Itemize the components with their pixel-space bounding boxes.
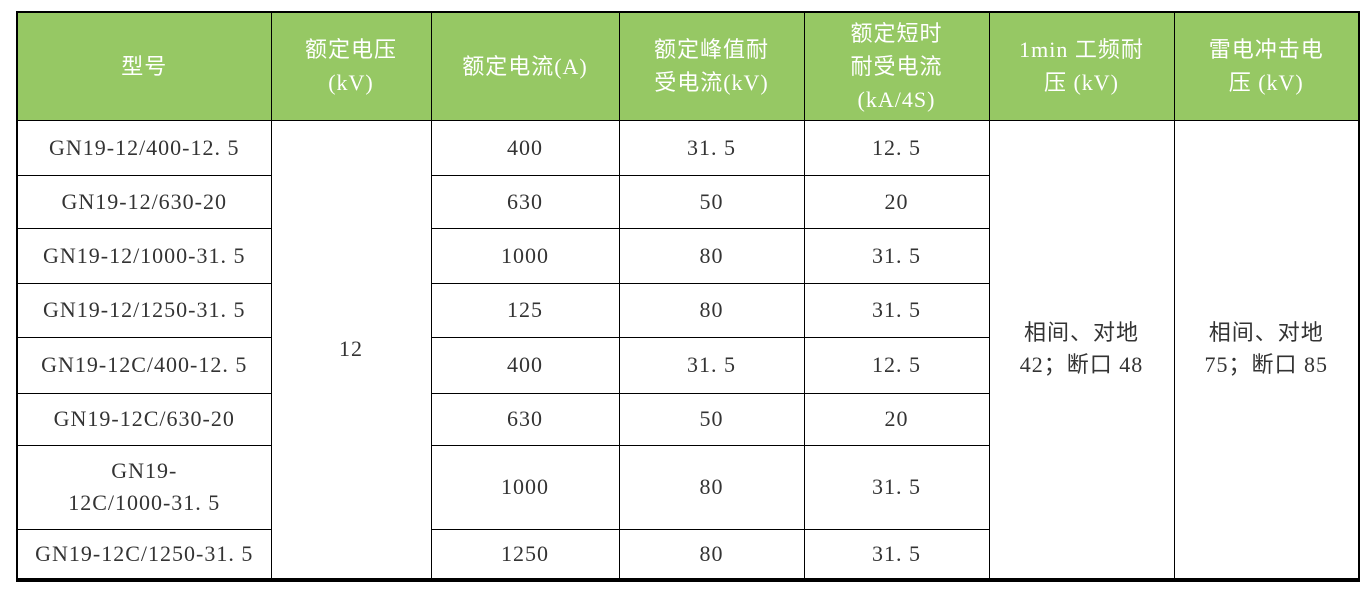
table-row: GN19-12/630-20 630 50 20 [16, 174, 1359, 229]
peak-current-cell: 50 [618, 174, 805, 229]
table-row: GN19-12/1000-31. 5 1000 80 31. 5 [16, 227, 1359, 284]
short-time-current-cell: 20 [803, 392, 990, 446]
current-cell: 400 [430, 336, 620, 394]
header-peak-withstand-current: 额定峰值耐 受电流(kV) [618, 11, 805, 121]
spec-table-container: 型号 额定电压 (kV) 额定电流(A) 额定峰值耐 受电流(kV) 额定短时 … [16, 11, 1360, 582]
header-short-time-withstand-current: 额定短时 耐受电流 (kA/4S) [803, 11, 990, 121]
table-row: GN19-12C/630-20 630 50 20 [16, 392, 1359, 446]
table-row: GN19-12/1250-31. 5 125 80 31. 5 [16, 282, 1359, 338]
model-cell: GN19-12C/400-12. 5 [16, 336, 272, 394]
peak-current-cell: 80 [618, 444, 805, 530]
short-time-current-cell: 31. 5 [803, 282, 990, 338]
power-frequency-withstand-cell: 相间、对地 42；断口 48 [988, 119, 1175, 581]
table-row: GN19-12C/400-12. 5 400 31. 5 12. 5 [16, 336, 1359, 394]
model-cell: GN19-12/1000-31. 5 [16, 227, 272, 284]
header-model: 型号 [16, 11, 272, 121]
header-rated-current: 额定电流(A) [430, 11, 620, 121]
header-power-frequency-withstand-voltage: 1min 工频耐 压 (kV) [988, 11, 1175, 121]
model-cell: GN19-12/630-20 [16, 174, 272, 229]
header-row: 型号 额定电压 (kV) 额定电流(A) 额定峰值耐 受电流(kV) 额定短时 … [16, 11, 1360, 121]
current-cell: 630 [430, 392, 620, 446]
peak-current-cell: 31. 5 [618, 119, 805, 176]
current-cell: 1250 [430, 528, 620, 581]
current-cell: 125 [430, 282, 620, 338]
current-cell: 1000 [430, 227, 620, 284]
header-rated-voltage: 额定电压 (kV) [270, 11, 432, 121]
current-cell: 400 [430, 119, 620, 176]
disconnector-spec-table: 型号 额定电压 (kV) 额定电流(A) 额定峰值耐 受电流(kV) 额定短时 … [16, 11, 1360, 582]
short-time-current-cell: 31. 5 [803, 227, 990, 284]
current-cell: 630 [430, 174, 620, 229]
peak-current-cell: 80 [618, 227, 805, 284]
short-time-current-cell: 12. 5 [803, 119, 990, 176]
model-cell: GN19-12C/1250-31. 5 [16, 528, 272, 581]
current-cell: 1000 [430, 444, 620, 530]
table-row: GN19-12/400-12. 5 12 400 31. 5 12. 5 相间、… [16, 119, 1360, 581]
rated-voltage-cell: 12 [270, 119, 432, 581]
short-time-current-cell: 12. 5 [803, 336, 990, 394]
table-row: GN19-12C/1250-31. 5 1250 80 31. 5 [16, 528, 1359, 581]
table-row: GN19- 12C/1000-31. 5 1000 80 31. 5 [16, 444, 1359, 530]
model-cell: GN19-12/1250-31. 5 [16, 282, 272, 338]
peak-current-cell: 50 [618, 392, 805, 446]
model-cell: GN19-12/400-12. 5 [16, 119, 272, 176]
peak-current-cell: 80 [618, 528, 805, 581]
model-cell: GN19-12C/630-20 [16, 392, 272, 446]
peak-current-cell: 80 [618, 282, 805, 338]
short-time-current-cell: 31. 5 [803, 528, 990, 581]
short-time-current-cell: 31. 5 [803, 444, 990, 530]
lightning-impulse-cell: 相间、对地 75；断口 85 [1173, 119, 1360, 581]
model-cell: GN19- 12C/1000-31. 5 [16, 444, 272, 530]
peak-current-cell: 31. 5 [618, 336, 805, 394]
short-time-current-cell: 20 [803, 174, 990, 229]
header-lightning-impulse-voltage: 雷电冲击电 压 (kV) [1173, 11, 1360, 121]
